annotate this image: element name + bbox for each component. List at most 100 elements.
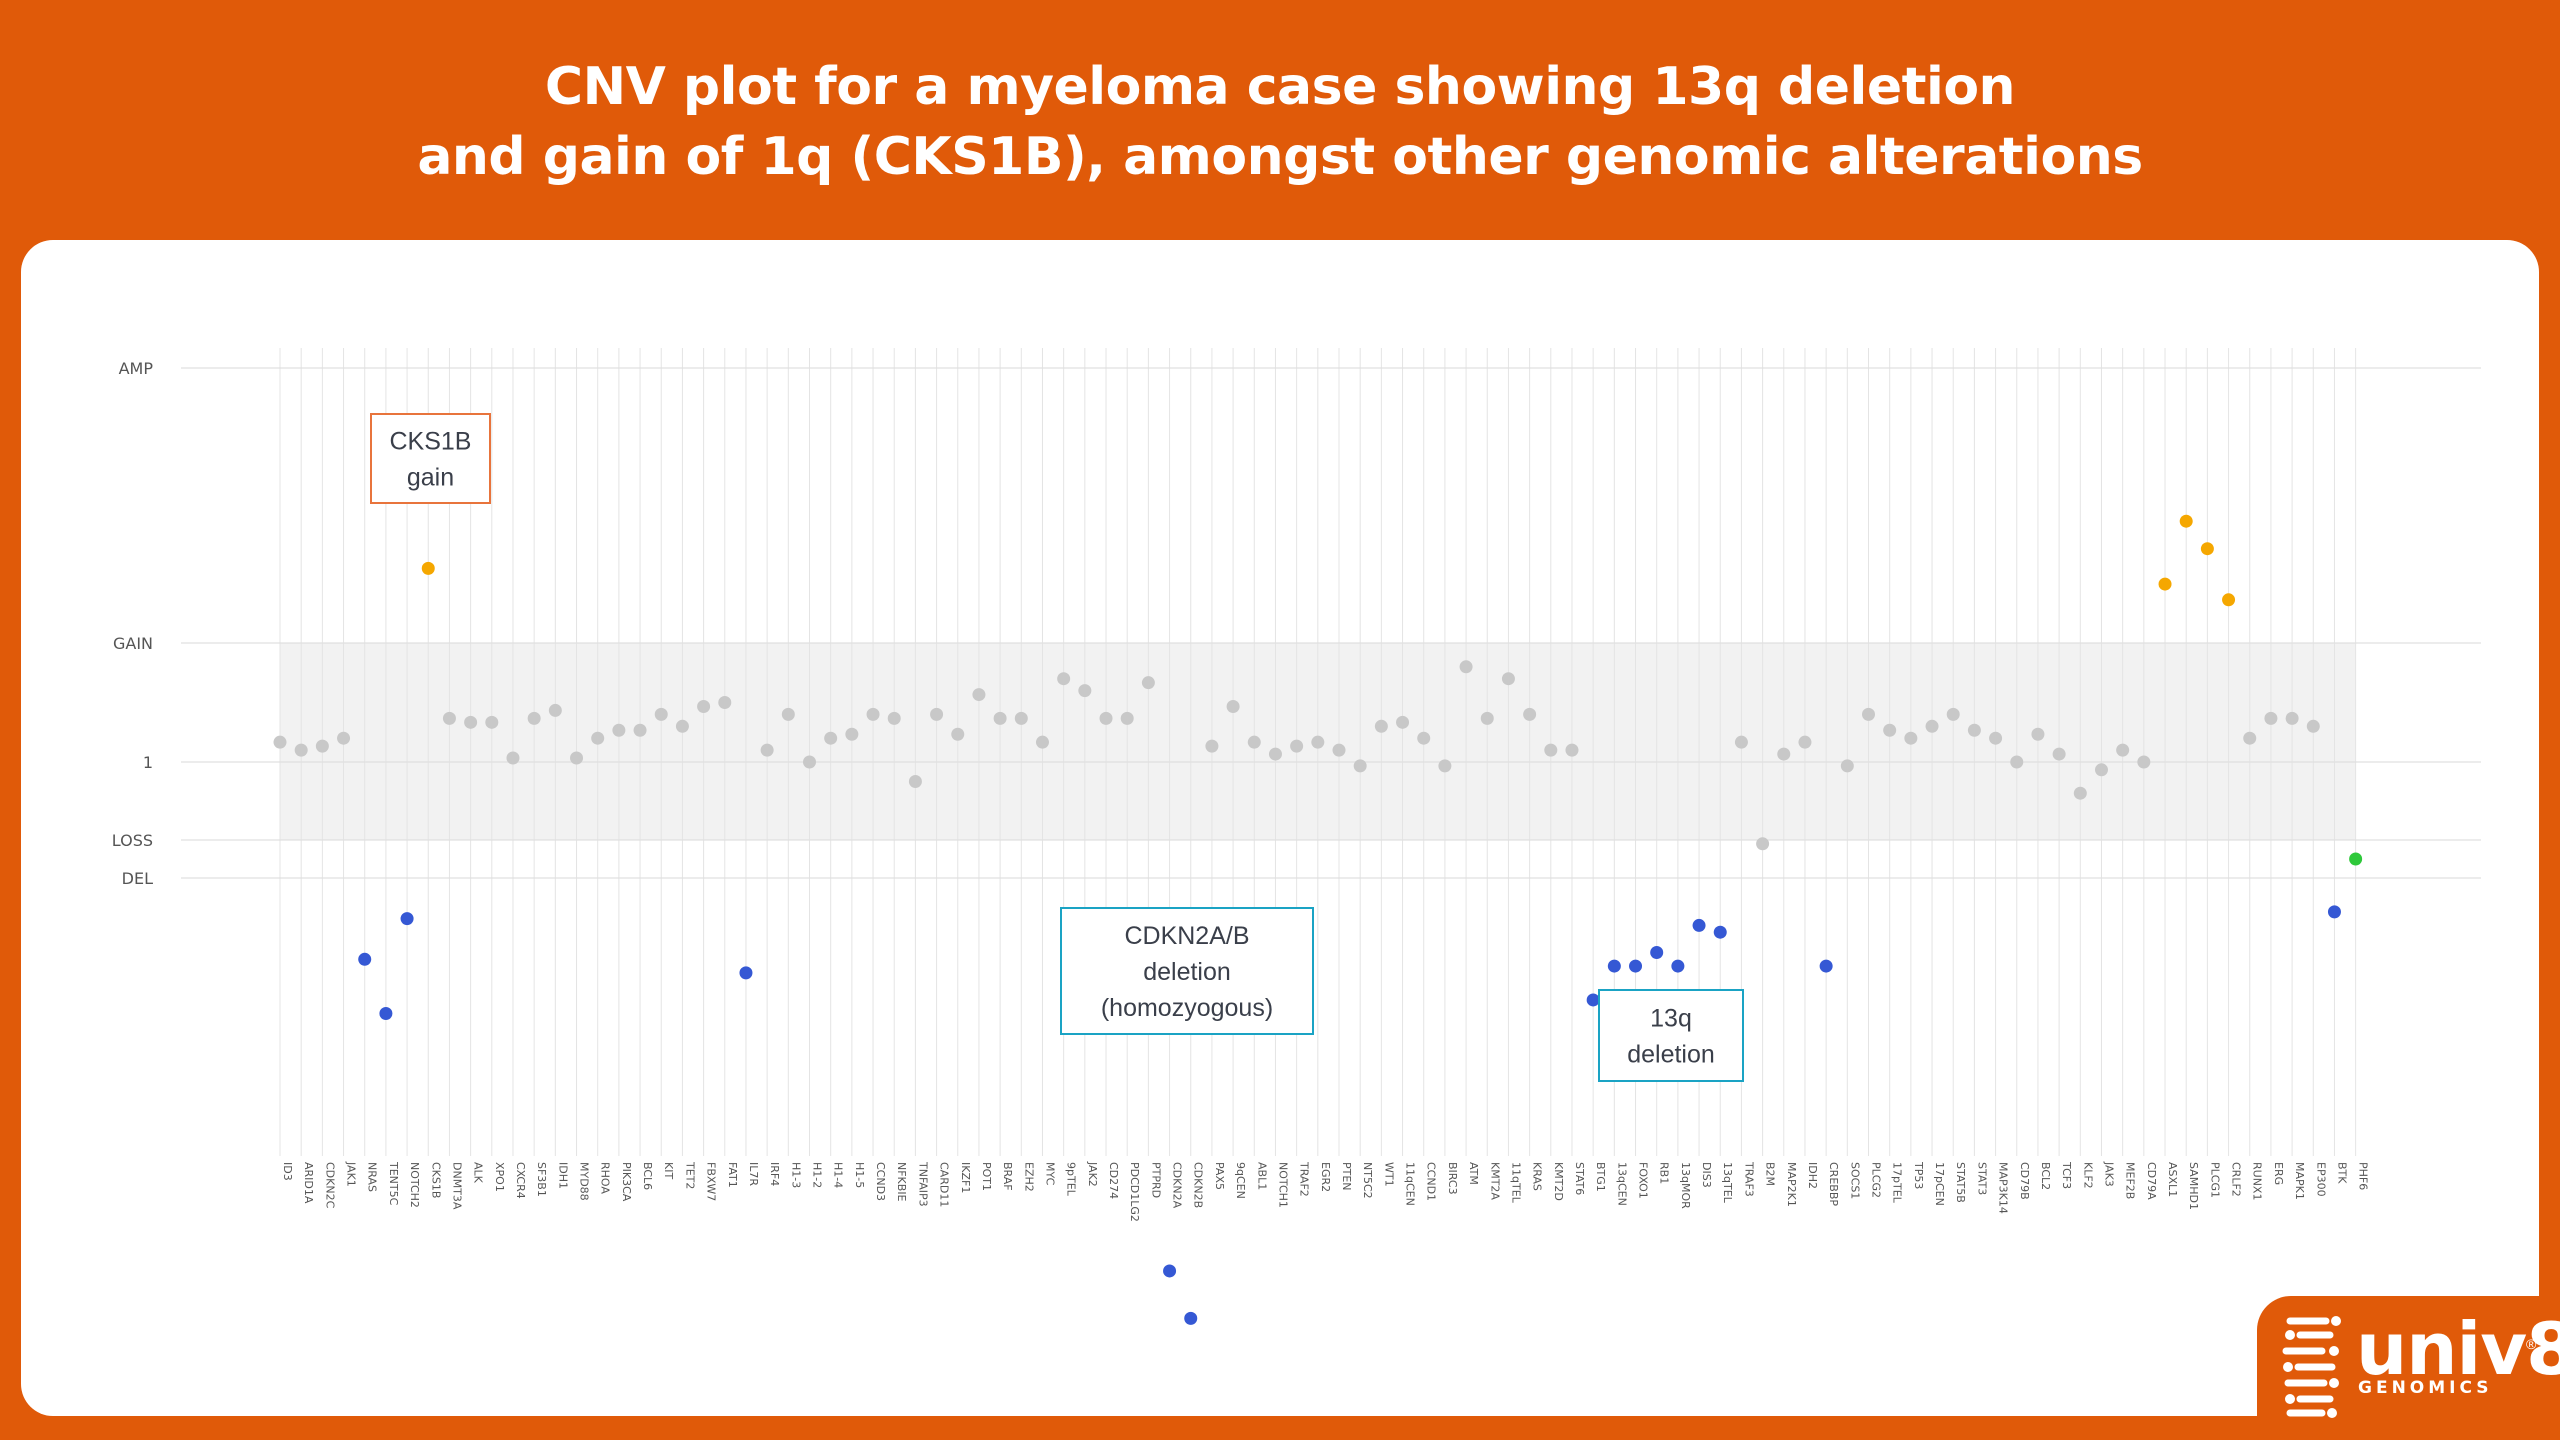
x-tick-label: CDKN2B <box>1192 1162 1205 1208</box>
annotation-text: 13q <box>1650 1005 1692 1033</box>
data-point <box>1862 707 1875 721</box>
x-tick-label: RHOA <box>599 1162 612 1194</box>
data-point <box>1184 1311 1198 1325</box>
data-point <box>464 715 478 729</box>
x-tick-label: CRLF2 <box>2230 1162 2243 1197</box>
x-tick-label: BIRC3 <box>1446 1162 1459 1195</box>
x-tick-label: BTG1 <box>1594 1162 1607 1192</box>
data-point <box>2243 731 2257 745</box>
data-point <box>1777 747 1791 761</box>
data-point <box>548 703 562 717</box>
data-point <box>845 727 859 741</box>
y-tick-label: LOSS <box>112 831 153 850</box>
data-point <box>379 1007 393 1020</box>
data-point <box>1967 723 1981 737</box>
data-point <box>697 699 711 713</box>
data-point <box>1544 743 1558 757</box>
brand-registered-mark: ® <box>2526 1336 2537 1352</box>
x-tick-label: EP300 <box>2314 1162 2327 1197</box>
data-point <box>1417 731 1431 745</box>
x-tick-label: MEF2B <box>2124 1162 2137 1199</box>
data-point <box>1565 743 1579 757</box>
data-point <box>1226 699 1240 713</box>
x-tick-label: STAT6 <box>1573 1162 1586 1195</box>
data-point <box>1459 660 1473 674</box>
data-point <box>1268 747 1282 761</box>
annotation-text: CKS1B <box>390 428 472 456</box>
x-tick-label: KRAS <box>1531 1162 1544 1191</box>
data-point <box>887 711 901 725</box>
data-point <box>2158 577 2172 591</box>
x-tick-label: CD79B <box>2018 1162 2031 1200</box>
x-tick-label: TNFAIP3 <box>916 1161 929 1207</box>
x-tick-label: MAP3K14 <box>1997 1162 2010 1214</box>
x-tick-label: BCL6 <box>641 1162 654 1190</box>
x-tick-label: FOXO1 <box>1637 1162 1650 1199</box>
x-tick-label: CXCR4 <box>514 1162 527 1199</box>
data-point <box>2327 905 2341 919</box>
x-tick-label: BCL2 <box>2039 1162 2052 1190</box>
y-tick-label: AMP <box>119 359 154 378</box>
x-tick-label: PTPRD <box>1149 1162 1162 1198</box>
data-point <box>485 715 499 729</box>
x-tick-label: PTEN <box>1340 1162 1353 1191</box>
data-point <box>1078 684 1092 698</box>
annotation-box <box>370 413 491 504</box>
x-tick-label: NOTCH1 <box>1276 1162 1289 1208</box>
x-tick-label: CREBBP <box>1827 1162 1840 1206</box>
data-point <box>1099 711 1113 725</box>
data-point <box>2306 719 2320 733</box>
x-tick-label: MYD88 <box>578 1162 591 1201</box>
x-tick-label: PLCG2 <box>1870 1162 1883 1198</box>
data-point <box>1014 711 1028 725</box>
x-tick-label: BTK <box>2335 1162 2348 1184</box>
data-point <box>1374 719 1388 733</box>
brand-tagline: GENOMICS <box>2358 1378 2493 1398</box>
data-point <box>2073 786 2087 800</box>
data-point <box>1925 719 1939 733</box>
x-tick-label: CARD11 <box>938 1162 951 1207</box>
data-point <box>718 696 732 709</box>
data-point <box>612 723 626 737</box>
data-point <box>675 719 689 733</box>
data-point <box>972 688 986 702</box>
x-tick-label: MAPK1 <box>2293 1162 2306 1200</box>
data-point <box>358 952 372 966</box>
data-point <box>908 775 922 788</box>
x-tick-label: NT5C2 <box>1361 1162 1374 1199</box>
data-point <box>1247 735 1261 749</box>
data-point <box>2094 763 2108 777</box>
x-tick-label: XPO1 <box>493 1162 506 1192</box>
data-point <box>442 711 456 725</box>
x-tick-label: ABL1 <box>1255 1162 1268 1190</box>
data-point <box>1057 672 1071 686</box>
data-point <box>570 751 584 765</box>
x-tick-label: CDKN2A <box>1171 1162 1184 1209</box>
x-tick-label: ARID1A <box>302 1162 315 1204</box>
annotation-text: deletion <box>1627 1041 1715 1069</box>
slide-title-line-1: CNV plot for a myeloma case showing 13q … <box>544 57 2016 117</box>
data-point <box>506 751 520 765</box>
data-point <box>633 723 647 737</box>
x-tick-label: RUNX1 <box>2251 1162 2264 1200</box>
x-tick-label: PAX5 <box>1213 1162 1226 1190</box>
x-tick-label: STAT5B <box>1954 1162 1967 1203</box>
x-tick-label: POT1 <box>980 1162 993 1191</box>
data-point <box>2222 593 2236 607</box>
x-tick-label: 13qCEN <box>1615 1162 1628 1206</box>
annotation-box <box>1598 989 1744 1082</box>
data-point <box>1756 837 1770 851</box>
chart-card: AMP GAIN 1 LOSS DEL ID3 ARID1A CDKN2C JAK1 NRAS TE… <box>21 240 2539 1416</box>
data-point <box>1141 676 1155 690</box>
x-tick-label: NOTCH2 <box>408 1162 421 1208</box>
x-tick-label: PIK3CA <box>620 1162 633 1202</box>
x-tick-label: ALK <box>472 1162 485 1184</box>
data-point <box>866 707 880 721</box>
x-tick-label: 11qCEN <box>1404 1162 1417 1206</box>
x-tick-label: TRAF3 <box>1742 1161 1755 1197</box>
x-tick-label: DNMT3A <box>450 1162 463 1210</box>
data-point <box>1332 743 1346 757</box>
x-tick-label: EZH2 <box>1022 1162 1035 1192</box>
y-tick-label: 1 <box>143 753 153 772</box>
x-tick-label: H1-2 <box>811 1162 824 1188</box>
